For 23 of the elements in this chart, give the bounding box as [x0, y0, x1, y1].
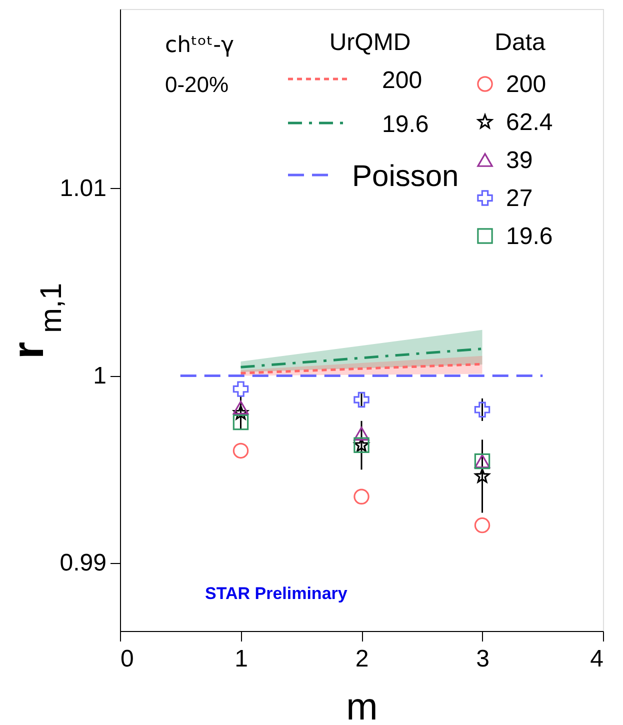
legend-label: Poisson — [352, 160, 459, 193]
legend-label: 39 — [506, 147, 533, 174]
x-axis-title: m — [346, 686, 378, 725]
y-tick-label: 1 — [93, 362, 106, 390]
legend-label: 19.6 — [382, 111, 429, 138]
legend-label: 27 — [506, 185, 533, 212]
y-tick-label: 1.01 — [60, 174, 106, 202]
x-tick-label: 4 — [590, 646, 604, 672]
x-tick-label: 1 — [234, 646, 248, 672]
legend-label: 200 — [506, 71, 546, 98]
x-tick-label: 2 — [355, 646, 369, 672]
annotation: 0-20% — [165, 72, 229, 97]
annotation: chᵗᵒᵗ-γ — [165, 33, 234, 58]
legend-label: 62.4 — [506, 109, 553, 136]
annotation: STAR Preliminary — [205, 584, 348, 603]
annotation: Data — [494, 29, 546, 56]
x-tick-label: 0 — [120, 646, 134, 672]
annotation: UrQMD — [329, 29, 411, 56]
legend-label: 19.6 — [506, 223, 553, 250]
x-tick-label: 3 — [476, 646, 490, 672]
legend-label: 200 — [382, 67, 422, 94]
y-tick-label: 0.99 — [60, 550, 106, 577]
y-axis-title: rm,1 — [4, 282, 68, 359]
